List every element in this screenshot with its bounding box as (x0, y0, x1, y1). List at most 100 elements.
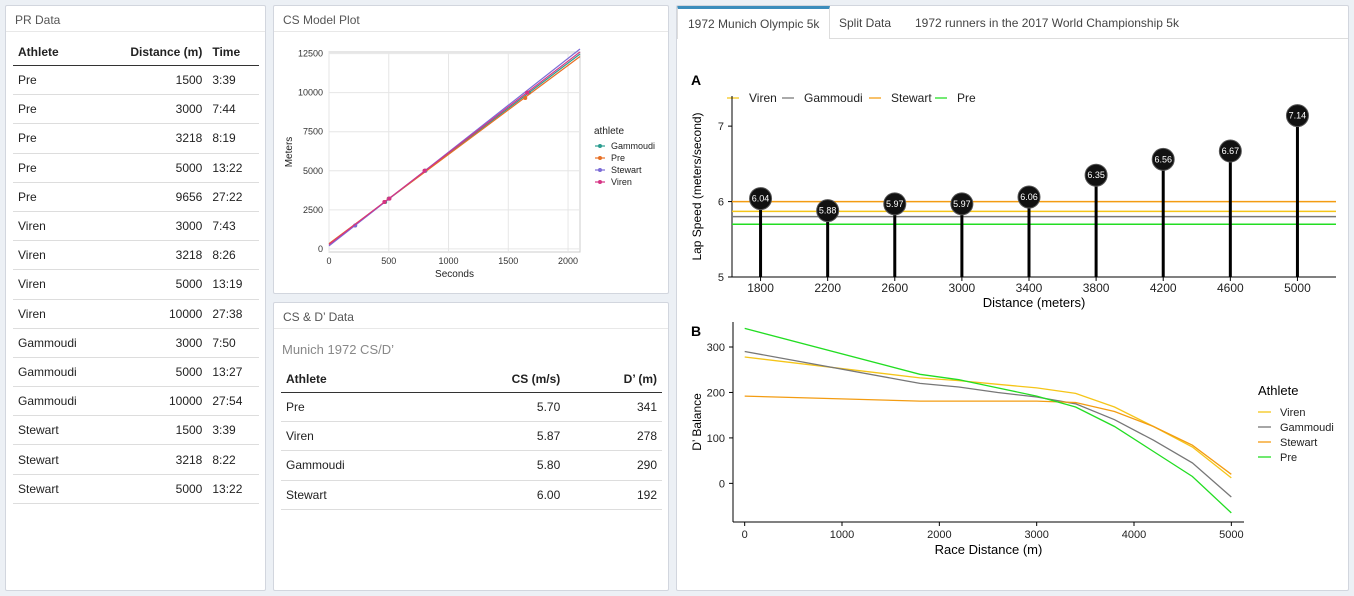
legend-label: Viren (1280, 407, 1305, 419)
table-header-row: Athlete Distance (m) Time (13, 39, 259, 66)
table-cell: Stewart (13, 415, 102, 446)
x-tick-label: 1000 (439, 256, 459, 266)
table-row[interactable]: Viren 5000 13:19 (13, 269, 259, 300)
series-line-gammoudi (744, 350, 1232, 498)
table-cell: 27:54 (207, 386, 259, 417)
data-point (525, 90, 530, 95)
table-cell: 5.70 (434, 392, 566, 423)
table-row[interactable]: Pre 1500 3:39 (13, 65, 259, 96)
legend-title: Athlete (1258, 383, 1298, 398)
x-tick-label: 3800 (1083, 281, 1110, 295)
legend-label: Gammoudi (1280, 422, 1334, 434)
pr-data-table: Athlete Distance (m) Time Pre 1500 3:39 Pre… (13, 39, 259, 504)
table-row[interactable]: Stewart 6.00 192 (281, 480, 662, 510)
table-row[interactable]: Pre 9656 27:22 (13, 182, 259, 212)
table-cell: 3218 (101, 240, 208, 271)
table-cell: 13:19 (207, 269, 259, 300)
table-cell: Pre (13, 94, 102, 125)
cs-model-plot-title: CS Model Plot (274, 6, 668, 32)
table-row[interactable]: Viren 5.87 278 (281, 421, 662, 452)
x-tick-label: 0 (326, 256, 331, 266)
table-cell: 341 (565, 392, 662, 423)
table-row[interactable]: Pre 5000 13:22 (13, 153, 259, 183)
y-tick-label: 100 (707, 433, 725, 445)
y-tick-label: 300 (707, 342, 725, 354)
x-tick-label: 3000 (949, 281, 976, 295)
table-cell: 5000 (101, 474, 208, 504)
series-line-pre (744, 327, 1232, 514)
table-cell: Pre (13, 65, 102, 96)
y-axis-label: Meters (284, 137, 295, 168)
lollipop-head (1151, 147, 1175, 171)
x-tick-label: 4200 (1150, 281, 1177, 295)
table-cell: 5000 (101, 153, 208, 183)
lollipop-head (1218, 139, 1242, 163)
table-cell: 13:27 (207, 357, 259, 388)
legend-title: athlete (594, 126, 624, 137)
legend-key-point (598, 168, 602, 172)
column-header-athlete[interactable]: Athlete (281, 366, 435, 393)
table-row[interactable]: Viren 3000 7:43 (13, 211, 259, 242)
data-point (523, 96, 528, 100)
x-tick-label: 4600 (1217, 281, 1244, 295)
table-row[interactable]: Gammoudi 5.80 290 (281, 450, 662, 481)
legend-label: Pre (611, 153, 625, 163)
data-label: 6.35 (1087, 170, 1105, 180)
x-axis-label: Seconds (435, 269, 474, 280)
y-tick-label: 5 (718, 272, 724, 284)
pr-data-title: PR Data (6, 6, 265, 32)
column-header-d-prime[interactable]: D’ (m) (565, 366, 662, 393)
table-row[interactable]: Viren 10000 27:38 (13, 299, 259, 329)
table-cell: 290 (565, 450, 662, 481)
x-tick-label: 5000 (1284, 281, 1311, 295)
table-row[interactable]: Stewart 3218 8:22 (13, 444, 259, 475)
table-cell: Stewart (13, 474, 102, 504)
table-cell: 10000 (101, 386, 208, 417)
table-row[interactable]: Stewart 5000 13:22 (13, 474, 259, 504)
cs-d-data-panel: CS & D’ Data Munich 1972 CS/D’ Athlete C… (273, 302, 669, 591)
table-cell: 3000 (101, 94, 208, 125)
data-label: 6.67 (1222, 146, 1240, 156)
x-tick-label: 3000 (1024, 529, 1048, 541)
tab-split-data[interactable]: Split Data (839, 16, 892, 30)
table-cell: 3:39 (207, 415, 259, 446)
table-row[interactable]: Pre 3000 7:44 (13, 94, 259, 125)
table-row[interactable]: Gammoudi 5000 13:27 (13, 357, 259, 388)
table-cell: 1500 (101, 65, 208, 96)
data-label: 6.56 (1154, 154, 1172, 164)
table-cell: Pre (13, 182, 102, 212)
tab-2017-world-championship[interactable]: 1972 runners in the 2017 World Champions… (915, 16, 1179, 30)
x-tick-label: 1000 (830, 529, 854, 541)
series-line-viren (744, 356, 1232, 479)
legend-label: Viren (749, 91, 777, 105)
table-cell: 27:38 (207, 299, 259, 329)
table-row[interactable]: Pre 3218 8:19 (13, 123, 259, 154)
table-cell: Pre (13, 153, 102, 183)
table-row[interactable]: Stewart 1500 3:39 (13, 415, 259, 446)
tab-munich-olympic-5k[interactable]: 1972 Munich Olympic 5k (677, 6, 831, 39)
column-header-athlete[interactable]: Athlete (13, 39, 102, 66)
table-row[interactable]: Gammoudi 3000 7:50 (13, 328, 259, 358)
table-cell: Gammoudi (281, 450, 435, 481)
table-cell: 5.87 (434, 421, 566, 452)
data-label: 5.97 (953, 199, 971, 209)
data-label: 6.06 (1020, 192, 1038, 202)
x-tick-label: 2000 (927, 529, 951, 541)
tabbed-panel: 1972 Munich Olympic 5k Split Data 1972 r… (676, 5, 1349, 591)
table-row[interactable]: Viren 3218 8:26 (13, 240, 259, 271)
table-cell: Gammoudi (13, 328, 102, 358)
lap-speed-chart: A Viren Gammoudi Stewart Pre 5 6 7 6.04 1800 5.88 2… (690, 72, 1336, 310)
column-header-cs[interactable]: CS (m/s) (434, 366, 566, 393)
data-label: 5.88 (819, 206, 837, 216)
column-header-distance[interactable]: Distance (m) (101, 39, 208, 66)
y-tick-label: 5000 (303, 166, 323, 176)
x-tick-label: 4000 (1122, 529, 1146, 541)
table-header-row: Athlete CS (m/s) D’ (m) (281, 366, 662, 393)
column-header-time[interactable]: Time (207, 39, 259, 66)
table-cell: 7:50 (207, 328, 259, 358)
table-cell: 7:43 (207, 211, 259, 242)
table-row[interactable]: Pre 5.70 341 (281, 392, 662, 423)
table-cell: 5.80 (434, 450, 566, 481)
table-row[interactable]: Gammoudi 10000 27:54 (13, 386, 259, 417)
x-tick-label: 500 (381, 256, 396, 266)
